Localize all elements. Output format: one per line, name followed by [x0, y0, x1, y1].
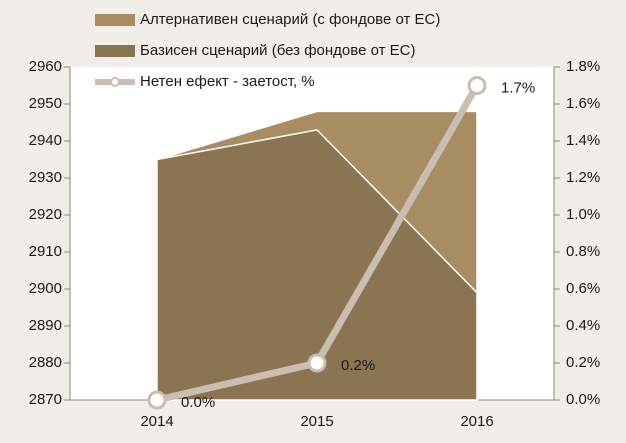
y2-tick-label: 0.8% — [566, 243, 600, 260]
y-tick-label: 2890 — [29, 317, 62, 334]
marker — [467, 76, 487, 95]
y2-tick-label: 0.0% — [566, 391, 600, 408]
y-tick-label: 2870 — [29, 391, 62, 408]
y2-tick-label: 1.2% — [566, 169, 600, 186]
y-tick-label: 2950 — [29, 95, 62, 112]
x-tick-label: 2015 — [300, 413, 333, 430]
x-tick-label: 2016 — [460, 413, 493, 430]
y-tick-label: 2930 — [29, 169, 62, 186]
y-tick-label: 2880 — [29, 354, 62, 371]
legend-swatch — [110, 77, 120, 87]
y-tick-label: 2920 — [29, 206, 62, 223]
y2-tick-label: 0.4% — [566, 317, 600, 334]
data-label: 1.7% — [501, 79, 535, 96]
y2-tick-label: 1.0% — [566, 206, 600, 223]
legend-label: Нетен ефект - заетост, % — [140, 73, 315, 90]
y2-tick-label: 0.6% — [566, 280, 600, 297]
legend-label: Базисен сценарий (без фондове от ЕС) — [140, 42, 415, 59]
marker — [307, 353, 327, 373]
y2-tick-label: 1.6% — [566, 95, 600, 112]
area — [156, 129, 478, 401]
legend-label: Алтернативен сценарий (с фондове от ЕС) — [140, 11, 440, 28]
data-label: 0.2% — [341, 357, 375, 374]
y-tick-label: 2960 — [29, 58, 62, 75]
y2-tick-label: 1.8% — [566, 58, 600, 75]
x-tick-label: 2014 — [140, 413, 173, 430]
y2-tick-label: 1.4% — [566, 132, 600, 149]
marker — [147, 390, 167, 410]
y2-tick-label: 0.2% — [566, 354, 600, 371]
y-tick-label: 2940 — [29, 132, 62, 149]
y-tick-label: 2910 — [29, 243, 62, 260]
legend-swatch — [95, 45, 135, 57]
legend-swatch — [95, 14, 135, 26]
y-tick-label: 2900 — [29, 280, 62, 297]
data-label: 0.0% — [181, 394, 215, 411]
